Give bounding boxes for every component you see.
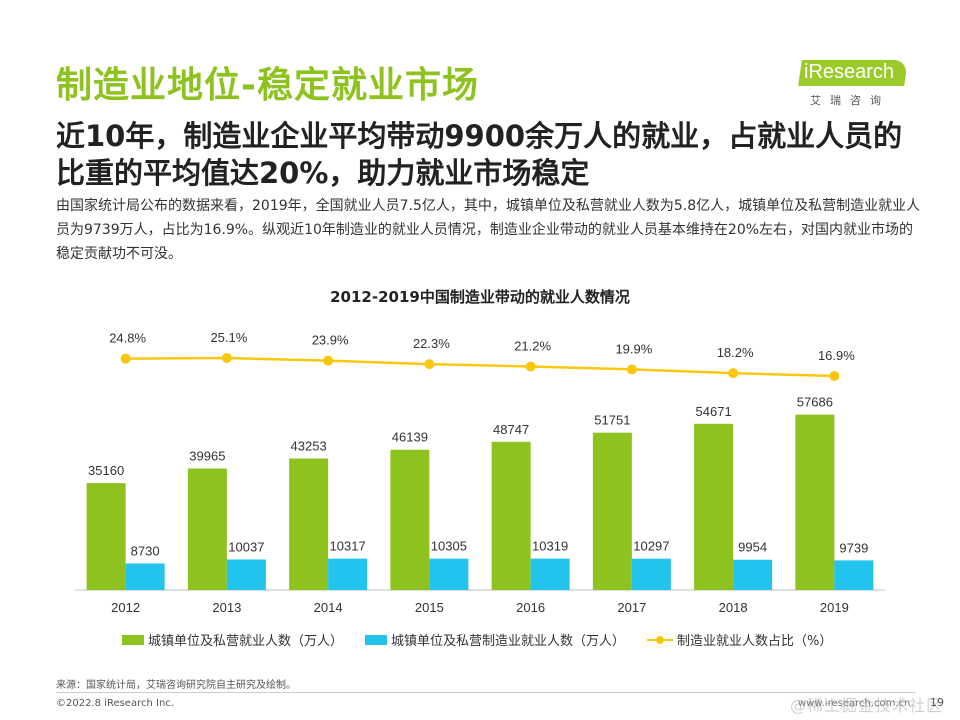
share-label-2012: 24.8% [109,331,146,346]
bar-manufacturing-2016 [530,558,570,590]
label-urban-2017: 51751 [594,413,630,428]
legend-swatch-blue [365,634,388,645]
bar-urban-2017 [592,432,632,590]
bar-manufacturing-2015 [429,558,469,590]
label-manufacturing-2019: 9739 [839,540,868,555]
share-line [125,356,835,378]
share-point-2018 [728,368,739,379]
bar-manufacturing-2018 [733,559,773,590]
bar-manufacturing-2012 [125,563,165,590]
bar-manufacturing-2017 [631,558,671,590]
logo-cn-text: 艾瑞咨询 [810,94,890,107]
x-tick-2013: 2013 [212,600,241,615]
bar-urban-2019 [795,414,835,590]
share-label-2017: 19.9% [615,341,652,356]
share-label-2016: 21.2% [514,339,551,354]
source-note: 来源：国家统计局，艾瑞咨询研究院自主研究及绘制。 [56,680,296,691]
bar-urban-2015 [390,449,430,590]
label-urban-2014: 43253 [291,439,327,454]
x-tick-2018: 2018 [719,600,748,615]
bar-urban-2013 [187,468,227,590]
bar-manufacturing-2014 [328,558,368,590]
website-url[interactable]: www.iresearch.com.cn [798,698,911,709]
share-label-2013: 25.1% [210,330,247,345]
label-manufacturing-2014: 10317 [330,539,366,554]
label-manufacturing-2018: 9954 [738,540,767,555]
watermark: @稀土掘金技术社区 [790,696,944,715]
legend-item-urban-employment: 城镇单位及私营就业人数（万人） [122,630,343,649]
page-number: 19 [930,696,944,709]
legend-label-manufacturing-share: 制造业就业人数占比（%） [677,634,833,649]
bar-manufacturing-2019 [834,560,874,590]
legend-item-manufacturing-employment: 城镇单位及私营制造业就业人数（万人） [365,630,625,649]
label-manufacturing-2017: 10297 [633,539,669,554]
legend-item-manufacturing-share: 制造业就业人数占比（%） [647,630,832,649]
share-point-2016 [525,361,536,372]
page-description: 由国家统计局公布的数据来看，2019年，全国就业人员7.5亿人，其中，城镇单位及… [56,198,921,262]
bar-urban-2016 [491,441,531,590]
x-tick-2012: 2012 [111,600,140,615]
chart-legend: 城镇单位及私营就业人数（万人） 城镇单位及私营制造业就业人数（万人） 制造业就业… [122,630,832,649]
copyright: ©2022.8 iResearch Inc. [56,698,174,709]
share-label-2014: 23.9% [312,333,349,348]
x-tick-2014: 2014 [314,600,343,615]
employment-chart: 35160 8730 2012 39965 10037 2013 43253 10317 201… [75,330,885,615]
label-urban-2016: 48747 [493,422,529,437]
share-point-2015 [424,359,435,370]
label-urban-2019: 57686 [797,395,833,410]
logo-text: iResearch [804,61,895,83]
label-manufacturing-2013: 10037 [228,539,264,554]
share-point-2017 [626,364,637,375]
legend-swatch-green [122,634,144,645]
label-urban-2018: 54671 [696,404,732,419]
x-tick-2019: 2019 [820,600,849,615]
share-label-2015: 22.3% [413,336,450,351]
chart-title: 2012-2019中国制造业带动的就业人数情况 [330,288,630,306]
x-tick-2015: 2015 [415,600,444,615]
share-point-2019 [829,371,840,381]
footer-divider [56,692,916,693]
label-manufacturing-2012: 8730 [131,543,160,558]
label-manufacturing-2016: 10319 [532,539,568,554]
share-label-2018: 18.2% [717,345,754,360]
x-tick-2017: 2017 [617,600,646,615]
bar-urban-2014 [289,458,329,590]
legend-label-urban-employment: 城镇单位及私营就业人数（万人） [148,634,344,649]
bar-urban-2012 [86,483,126,590]
share-point-2012 [120,353,131,364]
legend-label-manufacturing-employment: 城镇单位及私营制造业就业人数（万人） [391,634,626,649]
legend-swatch-line [647,635,674,645]
label-manufacturing-2015: 10305 [431,539,467,554]
label-urban-2012: 35160 [88,463,124,478]
label-urban-2015: 46139 [392,430,428,445]
share-point-2014 [323,355,334,366]
x-tick-2016: 2016 [516,600,545,615]
page-title: 制造业地位-稳定就业市场 [56,65,479,106]
iresearch-logo: iResearch 艾瑞咨询 [790,50,920,110]
bar-urban-2018 [694,423,734,590]
page-subtitle: 近10年，制造业企业平均带动9900余万人的就业，占就业人员的比重的平均值达20… [56,119,903,190]
bar-manufacturing-2013 [226,559,266,590]
share-label-2019: 16.9% [818,348,855,363]
label-urban-2013: 39965 [189,449,225,464]
share-point-2013 [221,353,232,363]
